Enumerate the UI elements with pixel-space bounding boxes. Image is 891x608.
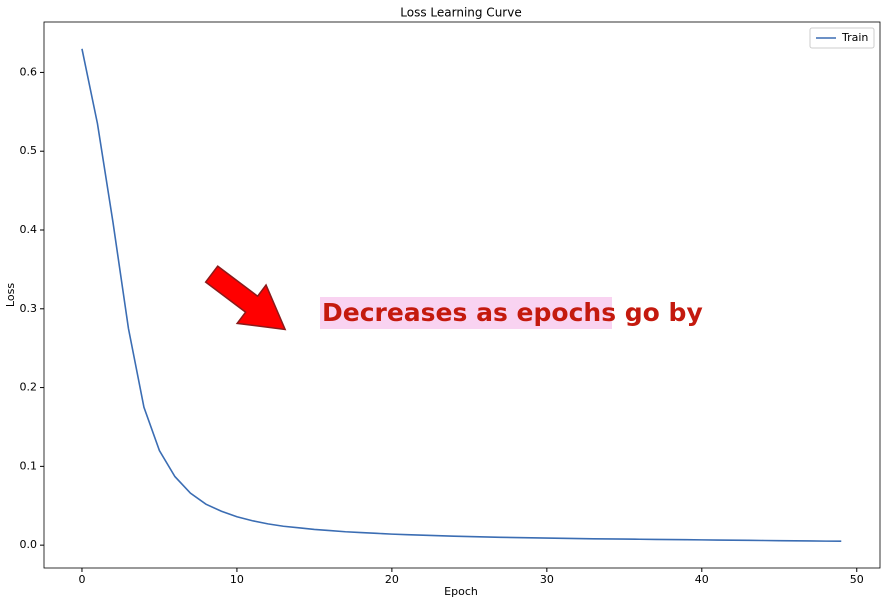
x-tick-label: 50 [850,573,864,586]
line [81,48,842,543]
x-tick-label: 0 [78,573,85,586]
annotation-highlight [320,297,612,329]
y-tick-label: 0.1 [20,459,38,472]
x-tick-label: 10 [230,573,244,586]
y-tick-label: 0.3 [20,302,38,315]
chart-title: Loss Learning Curve [400,6,521,20]
y-tick-label: 0.6 [20,65,38,78]
plot-frame [43,21,881,569]
y-tick-label: 0.2 [20,381,38,394]
y-tick-label: 0.4 [20,223,38,236]
x-tick-label: 40 [695,573,709,586]
arrow [204,265,287,331]
y-axis-label: Loss [4,283,17,307]
arrow-shape [204,265,287,331]
legend-label: Train [841,31,868,44]
x-tick-label: 30 [540,573,554,586]
y-tick-label: 0.5 [20,144,38,157]
x-tick-label: 20 [385,573,399,586]
y-tick-label: 0.0 [20,538,38,551]
x-axis-label: Epoch [444,585,478,598]
annotation: Decreases as epochs go by [322,298,703,327]
legend-box [809,27,875,49]
